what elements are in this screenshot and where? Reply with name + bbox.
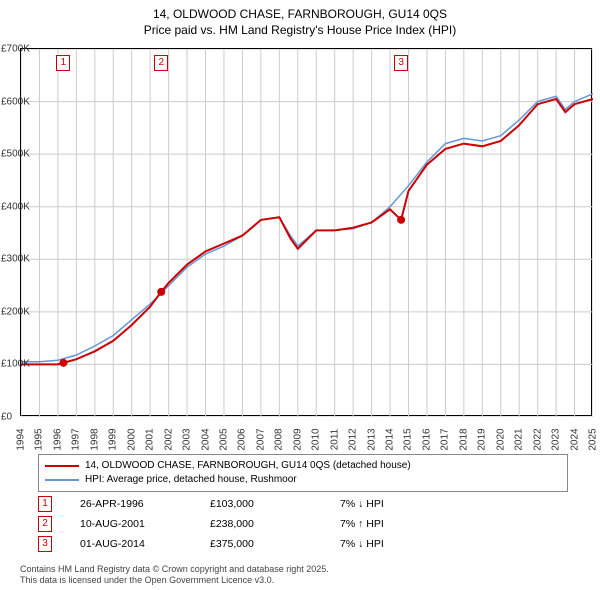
x-tick-label: 1999	[108, 428, 119, 450]
sale-marker-label: 3	[394, 55, 408, 71]
sales-row-marker: 1	[38, 496, 52, 512]
x-tick-label: 2012	[348, 428, 359, 450]
sales-table: 126-APR-1996£103,0007% ↓ HPI210-AUG-2001…	[38, 494, 568, 554]
sales-row: 3 01-AUG-2014£375,0007% ↓ HPI	[38, 534, 568, 554]
x-tick-label: 2016	[421, 428, 432, 450]
x-tick-label: 2023	[551, 428, 562, 450]
x-tick-label: 1996	[52, 428, 63, 450]
sales-row-date: 01-AUG-2014	[80, 538, 210, 550]
x-tick-label: 2008	[274, 428, 285, 450]
sales-row-date: 26-APR-1996	[80, 498, 210, 510]
x-tick-label: 2024	[569, 428, 580, 450]
sales-row-price: £375,000	[210, 538, 340, 550]
sales-row-marker: 2	[38, 516, 52, 532]
x-tick-label: 2006	[237, 428, 248, 450]
chart-plot-area: £0£100K£200K£300K£400K£500K£600K£700K199…	[20, 48, 592, 416]
x-tick-label: 2009	[292, 428, 303, 450]
sale-marker-label: 2	[154, 55, 168, 71]
sales-row-date: 10-AUG-2001	[80, 518, 210, 530]
title-block: 14, OLDWOOD CHASE, FARNBOROUGH, GU14 0QS…	[0, 0, 600, 38]
x-tick-label: 1995	[34, 428, 45, 450]
y-tick-label: £600K	[1, 96, 30, 107]
sales-row-price: £103,000	[210, 498, 340, 510]
sales-row: 1 26-APR-1996£103,0007% ↓ HPI	[38, 494, 568, 514]
x-tick-label: 2015	[403, 428, 414, 450]
x-tick-label: 2021	[514, 428, 525, 450]
y-tick-label: £200K	[1, 306, 30, 317]
sales-row-pct: 7% ↑ HPI	[340, 518, 440, 530]
legend-swatch-2	[45, 479, 79, 481]
x-tick-label: 2000	[126, 428, 137, 450]
footer-line2: This data is licensed under the Open Gov…	[20, 575, 329, 586]
x-tick-label: 2013	[366, 428, 377, 450]
sales-row-price: £238,000	[210, 518, 340, 530]
sale-marker-label: 1	[56, 55, 70, 71]
x-tick-label: 2014	[385, 428, 396, 450]
x-tick-label: 1998	[89, 428, 100, 450]
x-tick-label: 2025	[588, 428, 599, 450]
sales-row: 2 10-AUG-2001£238,0007% ↑ HPI	[38, 514, 568, 534]
y-tick-label: £400K	[1, 201, 30, 212]
sales-row-marker: 3	[38, 536, 52, 552]
title-line1: 14, OLDWOOD CHASE, FARNBOROUGH, GU14 0QS	[0, 6, 600, 22]
x-tick-label: 1997	[71, 428, 82, 450]
chart-svg	[21, 49, 593, 417]
x-tick-label: 2020	[495, 428, 506, 450]
x-tick-label: 2018	[458, 428, 469, 450]
legend-item-2: HPI: Average price, detached house, Rush…	[45, 473, 561, 487]
x-tick-label: 2017	[440, 428, 451, 450]
y-tick-label: £100K	[1, 359, 30, 370]
x-tick-label: 2019	[477, 428, 488, 450]
legend-swatch-1	[45, 465, 79, 467]
sales-row-pct: 7% ↓ HPI	[340, 498, 440, 510]
title-line2: Price paid vs. HM Land Registry's House …	[0, 22, 600, 38]
x-tick-label: 2005	[218, 428, 229, 450]
legend-label-2: HPI: Average price, detached house, Rush…	[85, 473, 297, 487]
x-tick-label: 2007	[255, 428, 266, 450]
legend-item-1: 14, OLDWOOD CHASE, FARNBOROUGH, GU14 0QS…	[45, 459, 561, 473]
y-tick-label: £0	[1, 412, 12, 423]
footer-line1: Contains HM Land Registry data © Crown c…	[20, 564, 329, 575]
x-tick-label: 1994	[16, 428, 27, 450]
y-tick-label: £300K	[1, 254, 30, 265]
x-tick-label: 2010	[311, 428, 322, 450]
y-tick-label: £700K	[1, 44, 30, 55]
x-tick-label: 2001	[145, 428, 156, 450]
x-tick-label: 2003	[182, 428, 193, 450]
footer-attribution: Contains HM Land Registry data © Crown c…	[20, 564, 329, 587]
sales-row-pct: 7% ↓ HPI	[340, 538, 440, 550]
legend-label-1: 14, OLDWOOD CHASE, FARNBOROUGH, GU14 0QS…	[85, 459, 411, 473]
x-tick-label: 2004	[200, 428, 211, 450]
chart-container: 14, OLDWOOD CHASE, FARNBOROUGH, GU14 0QS…	[0, 0, 600, 590]
x-tick-label: 2011	[329, 429, 340, 451]
x-tick-label: 2002	[163, 428, 174, 450]
legend-box: 14, OLDWOOD CHASE, FARNBOROUGH, GU14 0QS…	[38, 454, 568, 492]
x-tick-label: 2022	[532, 428, 543, 450]
y-tick-label: £500K	[1, 149, 30, 160]
